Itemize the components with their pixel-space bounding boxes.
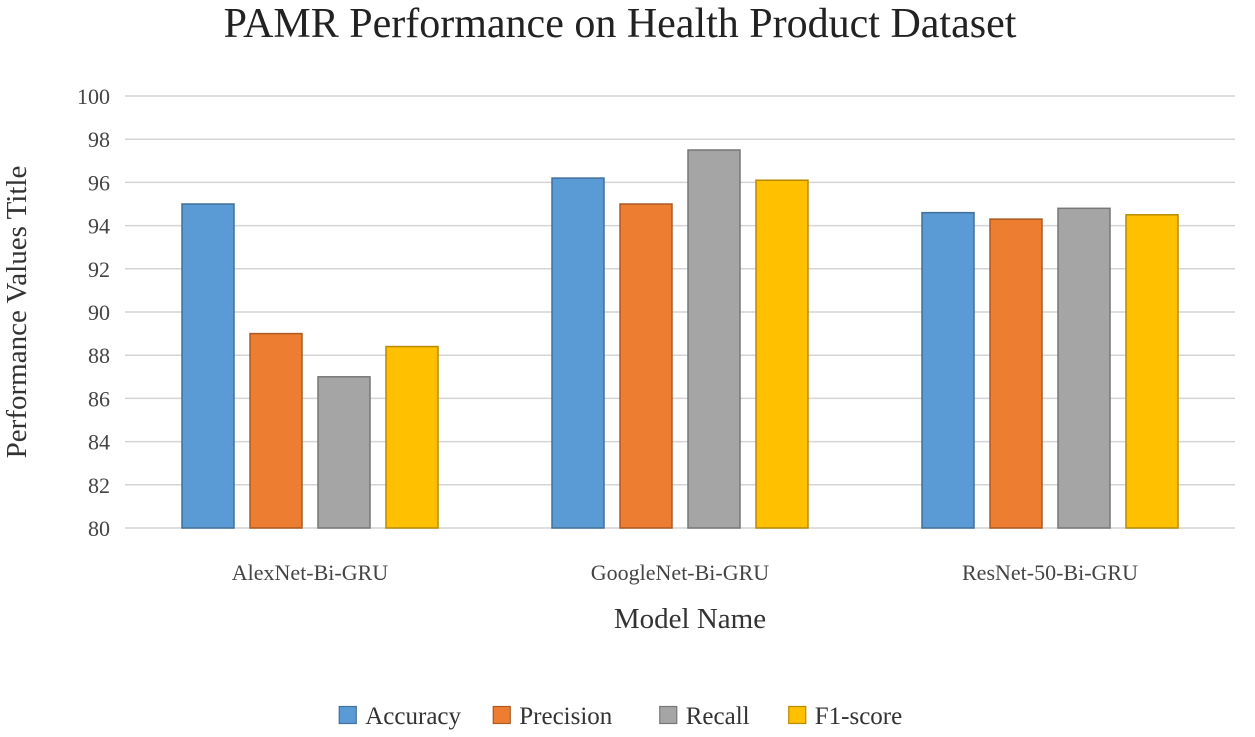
- y-axis-ticks: 80 82 84 86 88 90 92 94 96 98 100: [77, 84, 110, 541]
- legend-label: Accuracy: [365, 703, 461, 730]
- y-tick-label: 96: [88, 170, 110, 195]
- y-tick-label: 90: [88, 300, 110, 325]
- legend-swatch: [492, 705, 511, 725]
- y-tick-label: 84: [88, 430, 110, 455]
- chart-title: PAMR Performance on Health Product Datas…: [224, 1, 1017, 47]
- bars: [181, 149, 1179, 529]
- bar-accuracy-3: [921, 211, 975, 529]
- bar-precision-3: [989, 218, 1043, 529]
- legend: Accuracy Precision Recall F1-score: [338, 703, 902, 730]
- x-tick-label: ResNet-50-Bi-GRU: [962, 560, 1138, 585]
- legend-swatch: [338, 705, 357, 725]
- bar-precision-2: [619, 203, 673, 529]
- x-axis-title: Model Name: [614, 603, 766, 635]
- bar-recall-2: [687, 149, 741, 529]
- y-tick-label: 92: [88, 257, 110, 282]
- y-tick-label: 82: [88, 473, 110, 498]
- bar-recall-3: [1057, 207, 1111, 529]
- x-tick-label: AlexNet-Bi-GRU: [232, 560, 389, 585]
- bar-accuracy-1: [181, 203, 235, 529]
- bar-accuracy-2: [551, 177, 605, 529]
- legend-label: Precision: [519, 703, 613, 730]
- y-tick-label: 94: [88, 214, 110, 239]
- legend-label: F1-score: [815, 703, 902, 730]
- bar-recall-1: [317, 376, 371, 529]
- legend-label: Recall: [686, 703, 750, 730]
- bar-f1-score-1: [385, 345, 439, 529]
- gridlines: [125, 95, 1235, 529]
- bar-precision-1: [249, 332, 303, 529]
- x-axis-ticks: AlexNet-Bi-GRU GoogleNet-Bi-GRU ResNet-50-…: [232, 560, 1138, 585]
- y-tick-label: 80: [88, 516, 110, 541]
- y-axis-title: Performance Values Title: [1, 166, 33, 459]
- y-tick-label: 100: [77, 84, 110, 109]
- legend-swatch: [659, 705, 678, 725]
- legend-swatch: [788, 705, 807, 725]
- x-tick-label: GoogleNet-Bi-GRU: [591, 560, 770, 585]
- y-tick-label: 86: [88, 386, 110, 411]
- y-tick-label: 98: [88, 127, 110, 152]
- bar-f1-score-2: [755, 179, 809, 529]
- y-tick-label: 88: [88, 343, 110, 368]
- bar-f1-score-3: [1125, 214, 1179, 529]
